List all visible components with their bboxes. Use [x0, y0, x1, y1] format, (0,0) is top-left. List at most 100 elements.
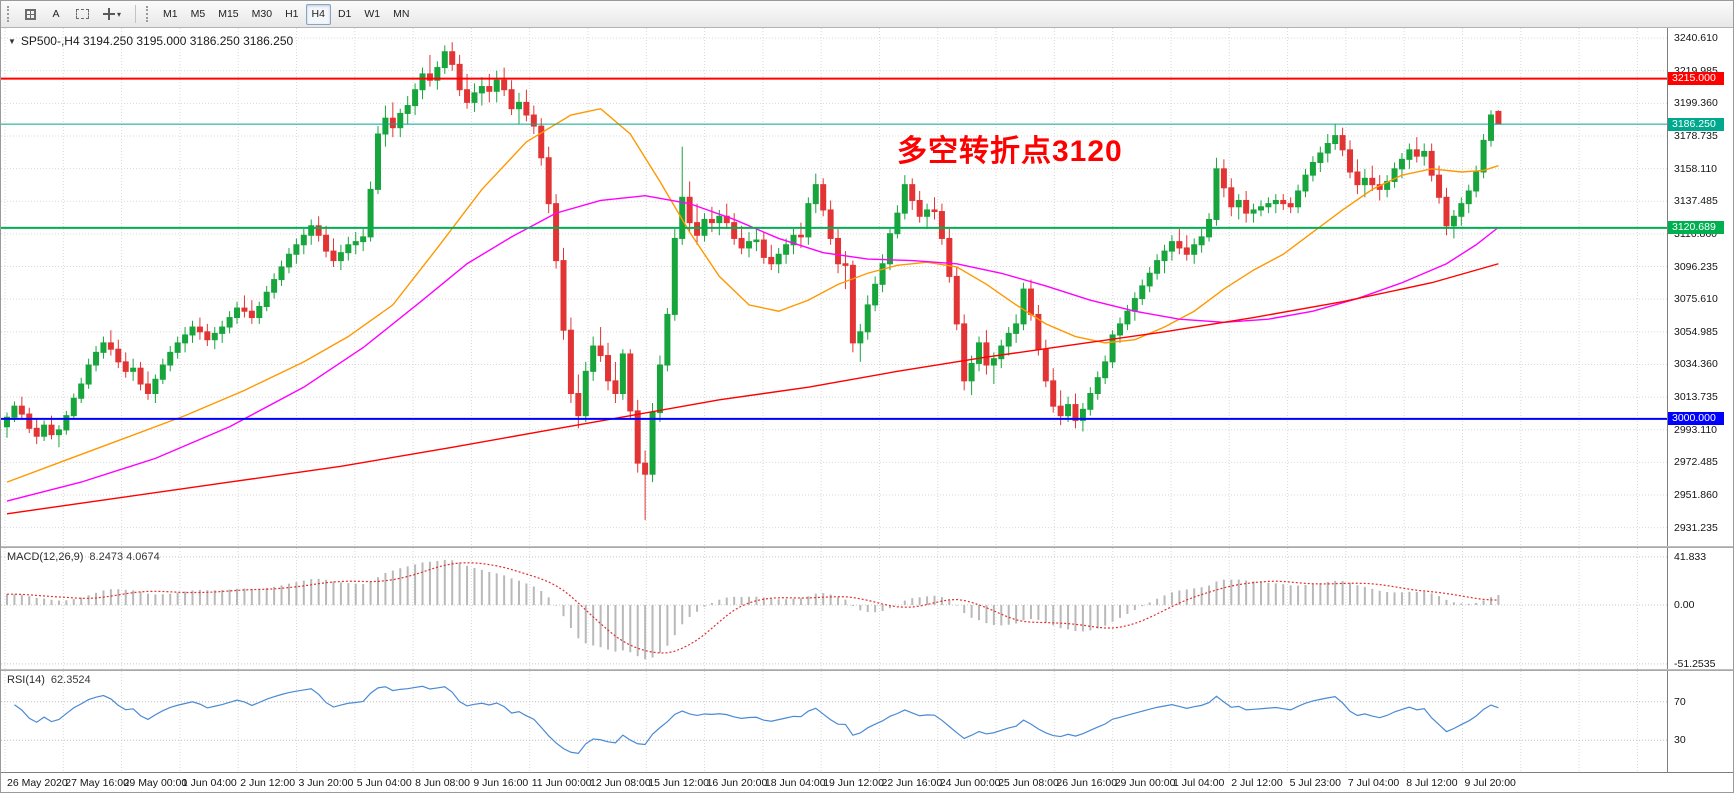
candle-body: [1302, 174, 1309, 192]
timeframe-button-w1[interactable]: W1: [358, 4, 386, 25]
time-axis-label: 3 Jun 20:00: [298, 777, 354, 789]
candle-body: [308, 225, 315, 236]
text-label-tool-button[interactable]: [70, 4, 95, 25]
panel-splitter[interactable]: [1, 546, 1733, 548]
macd-axis-label: -51.2535: [1674, 657, 1716, 670]
candle-body: [879, 263, 886, 285]
macd-signal-line: [6, 562, 1499, 654]
timeframe-toolbar: M1 M5 M15 M30 H1 H4 D1 W1 MN: [157, 3, 415, 25]
timeframe-button-mn[interactable]: MN: [387, 4, 415, 25]
time-axis-label: 22 Jun 16:00: [881, 777, 943, 789]
rsi-canvas[interactable]: [1, 671, 1669, 772]
candle-body: [285, 253, 292, 268]
candle-body: [241, 307, 248, 312]
timeframe-button-m30[interactable]: M30: [246, 4, 278, 25]
candle-body: [1332, 135, 1339, 145]
chart-annotation-text[interactable]: 多空转折点3120: [897, 135, 1123, 168]
candle-body: [1027, 288, 1034, 315]
rsi-title: RSI(14): [7, 674, 45, 686]
main-chart-panel: ▼ SP500-,H4 3194.250 3195.000 3186.250 3…: [1, 28, 1669, 546]
candle-body: [1443, 196, 1450, 227]
timeframe-button-m15[interactable]: M15: [212, 4, 244, 25]
candle-body: [449, 51, 456, 65]
candle-body: [560, 260, 567, 331]
chevron-down-icon: ▾: [117, 9, 122, 19]
candle-body: [1102, 361, 1109, 379]
candle-body: [1154, 260, 1161, 274]
time-axis-label: 29 May 00:00: [123, 777, 188, 789]
rsi-line: [14, 685, 1499, 754]
candle-body: [686, 196, 693, 224]
candle-body: [167, 351, 174, 366]
candle-body: [849, 264, 856, 344]
candle-body: [26, 413, 33, 429]
time-axis-label: 24 Jun 00:00: [939, 777, 1001, 789]
timeframe-button-d1[interactable]: D1: [332, 4, 357, 25]
candle-body: [1183, 247, 1190, 255]
macd-canvas[interactable]: [1, 548, 1669, 669]
candle-body: [1065, 404, 1072, 417]
price-axis-label: 2951.860: [1674, 488, 1718, 501]
time-axis[interactable]: 26 May 2020 27 May 16:00 29 May 00:00 1 Jun…: [1, 772, 1733, 792]
crosshair-tool-button[interactable]: ▾: [97, 4, 127, 25]
candle-body: [634, 410, 641, 464]
price-axis-label: 3158.110: [1674, 162, 1718, 175]
candle-body: [835, 237, 842, 265]
candle-body: [872, 283, 879, 306]
candle-body: [115, 348, 122, 363]
candle-body: [1079, 408, 1086, 421]
panel-splitter[interactable]: [1, 669, 1733, 671]
price-axis-label: 3096.235: [1674, 260, 1718, 273]
candle-body: [152, 378, 159, 395]
candle-body: [367, 188, 374, 238]
main-chart-canvas[interactable]: [1, 28, 1669, 546]
toolbar-drag-handle[interactable]: [7, 6, 12, 22]
candle-body: [219, 326, 226, 334]
candle-body: [278, 266, 285, 281]
candle-body: [916, 199, 923, 217]
candle-body: [1005, 332, 1012, 347]
candle-body: [1280, 199, 1287, 205]
candle-body: [627, 353, 634, 412]
candle-body: [530, 114, 537, 127]
rsi-value: 62.3524: [50, 674, 91, 686]
candle-body: [1265, 203, 1272, 208]
candle-body: [1161, 250, 1168, 262]
price-axis[interactable]: 3240.610 3219.985 3199.360 3178.735 3158.110…: [1667, 28, 1733, 772]
candle-body: [597, 345, 604, 357]
candle-body: [924, 209, 931, 217]
candle-body: [1057, 405, 1064, 417]
candle-body: [174, 342, 181, 353]
candle-body: [790, 234, 797, 246]
candle-body: [656, 364, 663, 413]
timeframe-button-h1[interactable]: H1: [279, 4, 304, 25]
candle-body: [1347, 149, 1354, 173]
candle-body: [842, 263, 849, 266]
symbol-caret-icon[interactable]: ▼: [8, 36, 16, 46]
candle-body: [1146, 272, 1153, 287]
rsi-axis-label: 70: [1674, 695, 1686, 708]
candle-body: [41, 424, 48, 437]
time-axis-label: 18 Jun 04:00: [764, 777, 826, 789]
candle-body: [1317, 152, 1324, 163]
candle-body: [1228, 187, 1235, 208]
candle-body: [464, 89, 471, 103]
candle-body: [1465, 190, 1472, 205]
timeframe-button-m5[interactable]: M5: [185, 4, 212, 25]
grid-tool-button[interactable]: [18, 4, 42, 25]
timeframe-button-h4[interactable]: H4: [305, 3, 331, 25]
timeframe-toolbar-drag-handle[interactable]: [146, 6, 151, 22]
candle-body: [234, 307, 241, 319]
candle-body: [605, 355, 612, 382]
text-tool-button[interactable]: A: [44, 4, 68, 25]
candle-body: [130, 367, 137, 372]
time-axis-label: 11 Jun 00:00: [531, 777, 592, 789]
candle-body: [11, 405, 18, 418]
price-axis-label: 3034.360: [1674, 358, 1718, 371]
timeframe-button-m1[interactable]: M1: [157, 4, 184, 25]
candle-body: [1287, 203, 1294, 208]
candle-body: [226, 317, 233, 328]
candle-body: [857, 331, 864, 344]
price-axis-label: 3199.360: [1674, 97, 1718, 110]
candle-body: [894, 212, 901, 235]
